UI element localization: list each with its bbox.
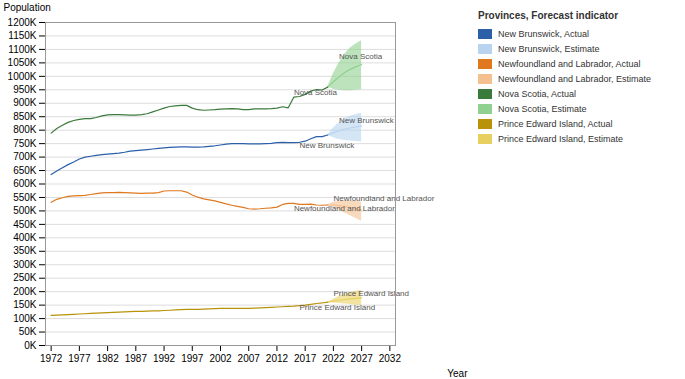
svg-text:1982: 1982 [96, 353, 119, 364]
svg-text:950K: 950K [13, 84, 37, 95]
svg-text:2027: 2027 [351, 353, 374, 364]
svg-text:300K: 300K [13, 259, 37, 270]
svg-text:400K: 400K [13, 232, 37, 243]
svg-text:2002: 2002 [209, 353, 232, 364]
svg-text:2022: 2022 [322, 353, 345, 364]
svg-text:1977: 1977 [68, 353, 91, 364]
svg-text:1000K: 1000K [8, 71, 37, 82]
svg-text:800K: 800K [13, 124, 37, 135]
html-text:Newfoundland and Labrador, Est: Newfoundland and Labrador, Estimate [498, 74, 652, 84]
svg-text:850K: 850K [13, 111, 37, 122]
svg-text:150K: 150K [13, 299, 37, 310]
svg-text:Population: Population [4, 2, 51, 13]
svg-text:Nova Scotia: Nova Scotia [339, 52, 383, 61]
svg-text:750K: 750K [13, 138, 37, 149]
svg-text:1150K: 1150K [8, 30, 37, 41]
svg-text:450K: 450K [13, 219, 37, 230]
html-text:Prince Edward Island, Actual: Prince Edward Island, Actual [498, 119, 613, 129]
svg-text:2012: 2012 [266, 353, 289, 364]
svg-text:1050K: 1050K [8, 57, 37, 68]
svg-text:Prince Edward Island: Prince Edward Island [300, 303, 376, 312]
html-text:Nova Scotia, Actual: Nova Scotia, Actual [498, 89, 576, 99]
svg-text:1992: 1992 [153, 353, 176, 364]
svg-text:2032: 2032 [379, 353, 402, 364]
svg-text:New Brunswick: New Brunswick [300, 141, 356, 150]
svg-text:100K: 100K [13, 313, 37, 324]
svg-text:1200K: 1200K [8, 17, 37, 28]
svg-text:2007: 2007 [238, 353, 261, 364]
svg-text:500K: 500K [13, 205, 37, 216]
html-text:New Brunswick, Estimate: New Brunswick, Estimate [498, 44, 600, 54]
svg-text:550K: 550K [13, 192, 37, 203]
html-text:New Brunswick, Actual: New Brunswick, Actual [498, 29, 589, 39]
svg-text:1972: 1972 [40, 353, 63, 364]
svg-text:1987: 1987 [125, 353, 148, 364]
svg-text:1997: 1997 [181, 353, 204, 364]
svg-text:50K: 50K [19, 326, 37, 337]
svg-text:New Brunswick: New Brunswick [339, 116, 395, 125]
svg-text:700K: 700K [13, 151, 37, 162]
svg-text:0K: 0K [24, 340, 37, 351]
svg-text:200K: 200K [13, 286, 37, 297]
svg-text:1100K: 1100K [8, 44, 37, 55]
svg-text:Newfoundland and Labrador: Newfoundland and Labrador [294, 204, 395, 213]
svg-text:900K: 900K [13, 97, 37, 108]
html-text:Provinces, Forecast indicator: Provinces, Forecast indicator [478, 10, 619, 21]
svg-text:Prince Edward Island: Prince Edward Island [333, 289, 409, 298]
svg-text:650K: 650K [13, 165, 37, 176]
html-text:Prince Edward Island, Estimate: Prince Edward Island, Estimate [498, 134, 624, 144]
svg-text:Year: Year [447, 368, 468, 379]
svg-text:600K: 600K [13, 178, 37, 189]
svg-text:Newfoundland and Labrador: Newfoundland and Labrador [333, 194, 434, 203]
html-text:Nova Scotia, Estimate: Nova Scotia, Estimate [498, 104, 587, 114]
svg-text:2017: 2017 [294, 353, 317, 364]
html-text:Newfoundland and Labrador, Act: Newfoundland and Labrador, Actual [498, 59, 641, 69]
svg-text:350K: 350K [13, 245, 37, 256]
svg-text:250K: 250K [13, 272, 37, 283]
svg-text:Nova Scotia: Nova Scotia [294, 88, 338, 97]
